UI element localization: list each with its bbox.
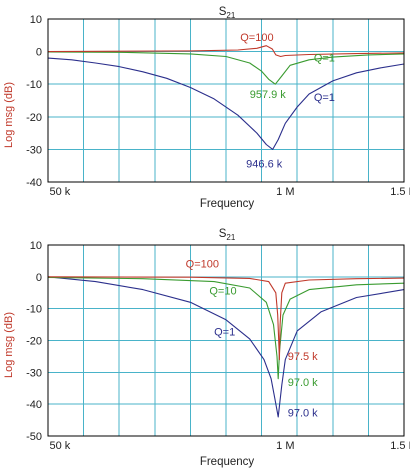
y-tick-label: 0 (36, 47, 42, 59)
grid (48, 245, 404, 436)
x-tick-label: 50 k (49, 440, 70, 452)
bottom-chart: S21 10 0 -10 -20 -30 -40 -50 50 k 1 M 1.5 M Q=10… (3, 228, 410, 468)
y-tick-label: -30 (26, 367, 42, 379)
annotations: Q=100 Q=10 Q=1 97.5 k 97.0 k 97.0 k (186, 258, 319, 419)
top-chart: S21 100-10-20-30-40 50 k1 M1.5 M Q=100Q=… (3, 6, 410, 210)
annotation-label: 957.9 k (250, 89, 287, 101)
x-tick-labels: 50 k 1 M 1.5 M (49, 440, 410, 452)
x-tick-label: 1 M (276, 186, 294, 198)
x-tick-label: 1 M (276, 440, 294, 452)
annotation-label: Q=10 (209, 285, 236, 297)
y-axis-label: Log msg (dB) (3, 82, 15, 148)
series-line-1 (47, 51, 405, 85)
y-tick-label: -10 (26, 304, 42, 316)
series-line-0 (47, 57, 405, 150)
title-subscript: 21 (226, 233, 235, 242)
title-main: S (219, 228, 227, 240)
grid (48, 19, 404, 182)
y-axis-label: Log msg (dB) (3, 312, 15, 378)
y-tick-label: -10 (26, 79, 42, 91)
y-tick-label: -50 (26, 431, 42, 443)
annotation-label: Q=1 (214, 327, 235, 339)
annotation-label: Q=100 (186, 258, 219, 270)
y-tick-labels: 10 0 -10 -20 -30 -40 (26, 14, 42, 189)
y-tick-label: -20 (26, 336, 42, 348)
annotation-label: 97.5 k (288, 351, 318, 363)
x-tick-labels: 50 k 1 M 1.5 M (49, 186, 410, 198)
series-layer (47, 45, 405, 150)
annotation-label: 97.0 k (288, 377, 318, 389)
title-main: S (219, 6, 227, 18)
y-tick-label: -30 (26, 144, 42, 156)
annotation-label: 946.6 k (246, 158, 283, 170)
y-tick-label: -40 (26, 399, 42, 411)
annotation-label: Q=1 (314, 92, 335, 104)
y-tick-label: -40 (26, 177, 42, 189)
plot-frame (47, 18, 405, 183)
series-line-2 (47, 45, 405, 58)
x-tick-label: 1.5 M (390, 440, 410, 452)
series-line-2 (47, 276, 405, 361)
x-axis-label: Frequency (200, 456, 255, 468)
y-tick-label: -20 (26, 112, 42, 124)
y-tick-label: 10 (30, 14, 42, 26)
x-tick-label: 1.5 M (390, 186, 410, 198)
plot-frame (47, 244, 405, 437)
title-subscript: 21 (226, 11, 235, 20)
series-layer (47, 276, 405, 418)
annotation-label: Q=100 (240, 32, 273, 44)
y-tick-label: 10 (30, 240, 42, 252)
chart-title: S21 (219, 6, 236, 20)
series-line-0 (47, 276, 405, 418)
y-tick-labels: 10 0 -10 -20 -30 -40 -50 (26, 240, 42, 443)
annotation-label: Q=1 (314, 52, 335, 64)
y-tick-label: 0 (36, 272, 42, 284)
annotation-label: 97.0 k (288, 407, 318, 419)
x-axis-label: Frequency (200, 198, 255, 210)
annotations: Q=100 Q=1 957.9 k Q=1 946.6 k (240, 32, 335, 170)
series-line-1 (47, 276, 405, 380)
chart-title: S21 (219, 228, 236, 242)
x-tick-label: 50 k (49, 186, 70, 198)
